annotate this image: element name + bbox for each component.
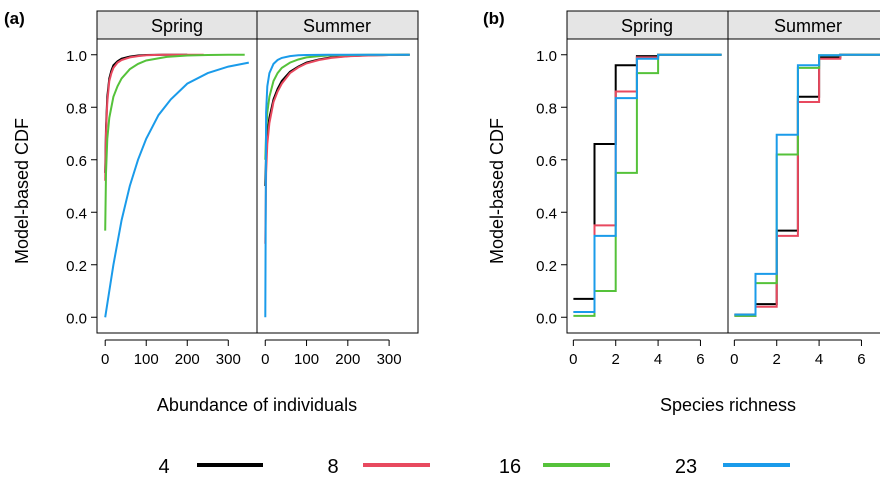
series-line-16 — [104, 53, 245, 231]
panel-a-x-axis-label: Abundance of individuals — [157, 395, 357, 415]
x-tick-label: 0 — [730, 351, 738, 368]
y-tick-label: 0.6 — [536, 153, 557, 170]
facet-strip — [256, 10, 419, 40]
facet-strip-label: Summer — [303, 16, 371, 36]
facet-strip-label: Spring — [621, 16, 673, 36]
facet-strip — [727, 10, 880, 40]
x-tick-label: 6 — [696, 351, 704, 368]
x-tick-label: 100 — [134, 351, 159, 368]
panel-a-x-axis: 0 100 200 300 0 100 200 300 — [101, 339, 402, 368]
facet-strip-label: Spring — [151, 16, 203, 36]
plot-frame — [256, 38, 419, 334]
panel-a: (a) Model-based CDF Abundance of individ… — [4, 9, 419, 415]
x-tick-label: 0 — [101, 351, 109, 368]
y-tick-label: 0.8 — [536, 100, 557, 117]
panel-b-x-axis-label: Species richness — [660, 395, 796, 415]
series-line-4 — [573, 53, 722, 300]
panel-b: (b) Model-based CDF Species richness Spr… — [483, 9, 880, 415]
y-tick-label: 0.2 — [536, 258, 557, 275]
series-line-8 — [264, 53, 410, 244]
y-tick-label: 0.8 — [66, 100, 87, 117]
x-tick-label: 300 — [216, 351, 241, 368]
panel-b-y-axis-label: Model-based CDF — [487, 118, 507, 264]
x-tick-label: 4 — [815, 351, 823, 368]
series-line-4 — [264, 53, 410, 187]
legend: 4 8 16 23 — [158, 456, 790, 478]
plot-frame — [727, 38, 880, 334]
series-line-16 — [264, 53, 410, 160]
x-tick-label: 2 — [612, 351, 620, 368]
x-tick-label: 300 — [377, 351, 402, 368]
legend-item: 16 — [499, 456, 610, 478]
y-tick-label: 1.0 — [66, 48, 87, 65]
series-line-8 — [573, 53, 722, 313]
facet-strip-label: Summer — [774, 16, 842, 36]
series-line-4 — [104, 53, 188, 173]
series-line-23 — [734, 53, 880, 316]
legend-item: 23 — [675, 456, 790, 478]
y-tick-label: 0.0 — [66, 310, 87, 327]
series-layer — [104, 53, 249, 318]
panel-b-facet-spring: Spring — [566, 10, 729, 334]
y-tick-label: 1.0 — [536, 48, 557, 65]
legend-label: 16 — [499, 456, 521, 478]
legend-label: 23 — [675, 456, 697, 478]
x-tick-label: 0 — [261, 351, 269, 368]
panel-a-y-axis: 0.0 0.2 0.4 0.6 0.8 1.0 — [66, 48, 97, 327]
y-tick-label: 0.6 — [66, 153, 87, 170]
series-line-23 — [104, 61, 249, 318]
series-layer — [264, 53, 410, 318]
panel-a-facet-summer: Summer — [256, 10, 419, 334]
panel-a-facet-spring: Spring — [96, 10, 258, 334]
y-tick-label: 0.0 — [536, 310, 557, 327]
x-tick-label: 0 — [569, 351, 577, 368]
legend-label: 4 — [158, 456, 169, 478]
x-tick-label: 100 — [294, 351, 319, 368]
series-layer — [734, 53, 880, 317]
plot-frame — [566, 38, 729, 334]
y-tick-label: 0.4 — [536, 205, 557, 222]
y-tick-label: 0.4 — [66, 205, 87, 222]
plot-frame — [96, 38, 258, 334]
series-line-23 — [264, 53, 410, 318]
x-tick-label: 4 — [654, 351, 662, 368]
facet-strip — [96, 10, 258, 40]
x-tick-label: 200 — [335, 351, 360, 368]
legend-item: 8 — [327, 456, 430, 478]
x-tick-label: 6 — [857, 351, 865, 368]
x-tick-label: 2 — [773, 351, 781, 368]
panel-b-facet-summer: Summer — [727, 10, 880, 334]
legend-label: 8 — [327, 456, 338, 478]
legend-item: 4 — [158, 456, 263, 478]
series-line-8 — [104, 53, 204, 181]
panel-a-label: (a) — [4, 9, 25, 28]
series-line-16 — [573, 53, 722, 317]
panel-b-x-axis: 0 2 4 6 0 2 4 6 — [569, 339, 866, 368]
panel-b-label: (b) — [483, 9, 505, 28]
series-layer — [573, 53, 722, 317]
panel-b-y-axis: 0.0 0.2 0.4 0.6 0.8 1.0 — [536, 48, 567, 327]
panel-a-y-axis-label: Model-based CDF — [12, 118, 32, 264]
x-tick-label: 200 — [175, 351, 200, 368]
series-line-23 — [573, 53, 722, 313]
y-tick-label: 0.2 — [66, 258, 87, 275]
